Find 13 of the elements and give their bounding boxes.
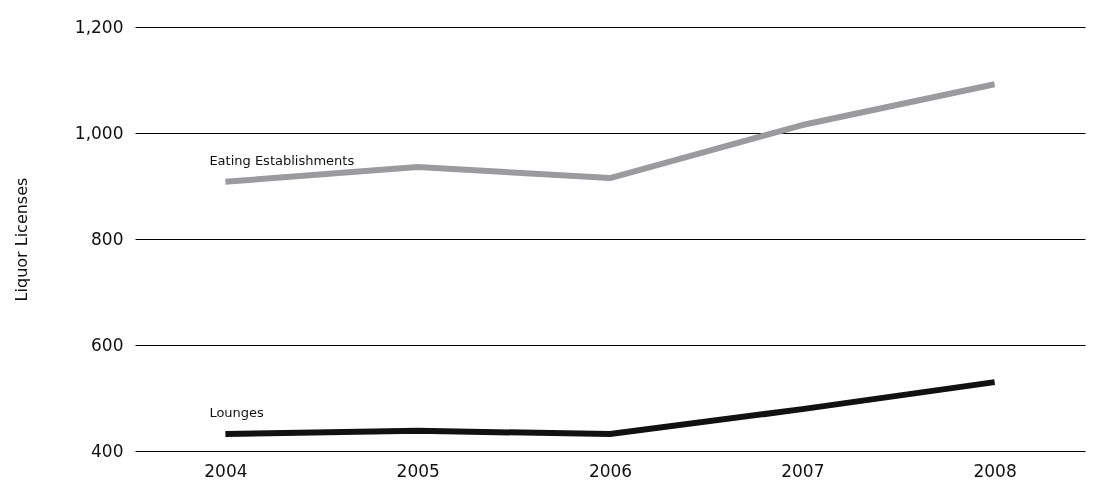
series-label: Lounges [209,405,265,421]
x-tick-label: 2005 [396,460,440,481]
x-tick-label: 2008 [973,460,1017,481]
y-tick-label: 800 [91,228,124,249]
y-tick-label: 1,000 [74,122,124,143]
y-tick-label: 600 [91,334,124,355]
y-axis-title: Liquor Licenses [11,177,31,302]
x-tick-label: 2004 [204,460,248,481]
x-tick-label: 2007 [781,460,825,481]
series-label: Eating Establishments [209,152,355,168]
x-tick-label: 2006 [588,460,633,481]
y-tick-label: 400 [91,440,124,461]
y-tick-label: 1,200 [74,16,124,37]
